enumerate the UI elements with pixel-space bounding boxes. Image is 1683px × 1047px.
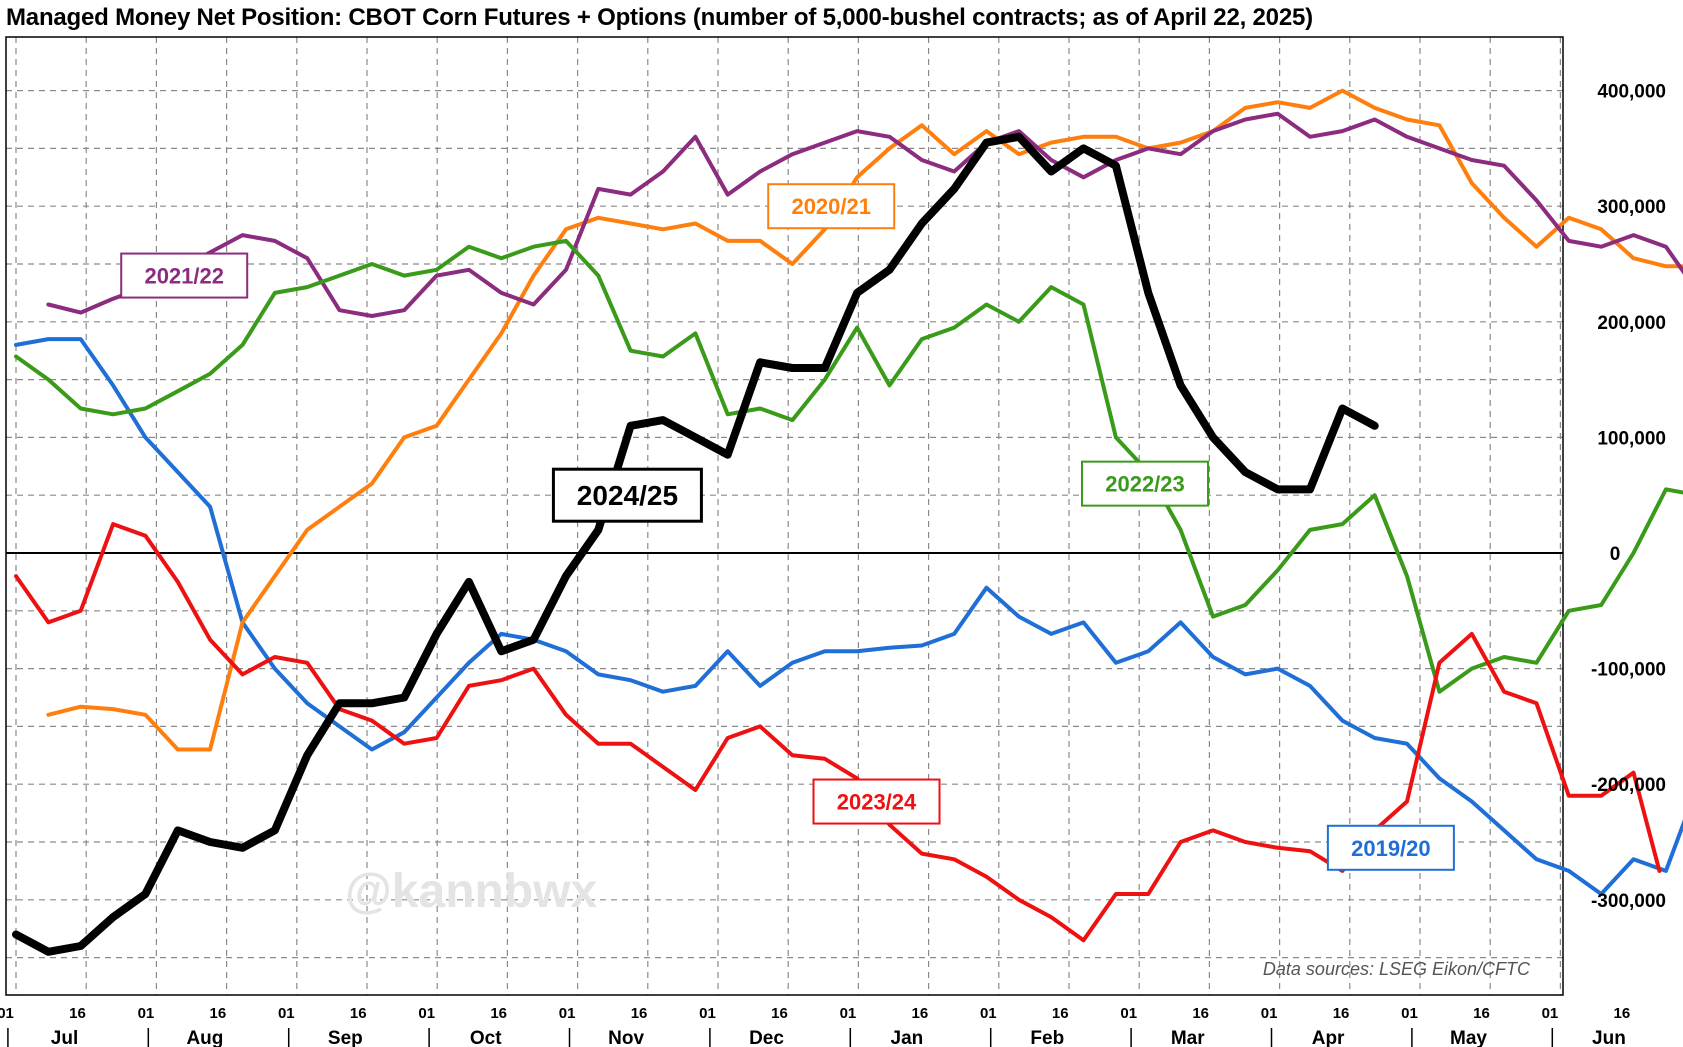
series-line-2020-21 (46, 88, 1683, 752)
source-note: Data sources: LSEG Eikon/CFTC (1263, 959, 1531, 979)
x-month-label: Jan (891, 1028, 924, 1047)
label-box (551, 467, 703, 523)
x-day-label: 01 (559, 1005, 576, 1022)
x-day-label: 16 (1052, 1005, 1069, 1022)
y-tick-label: 300,000 (1597, 197, 1666, 218)
x-month-label: Oct (470, 1028, 502, 1047)
x-month-label: May (1450, 1028, 1487, 1047)
x-month-label: Feb (1030, 1028, 1064, 1047)
x-day-label: 01 (138, 1005, 155, 1022)
plot-border (5, 36, 1564, 996)
x-day-label: 16 (912, 1005, 929, 1022)
series-label-2019-20: 2019/20 (1326, 824, 1455, 871)
x-day-label: 16 (771, 1005, 788, 1022)
x-day-label: 16 (1614, 1005, 1631, 1022)
y-tick-label: -300,000 (1591, 891, 1666, 912)
series-label-2020-21: 2020/21 (767, 183, 896, 230)
x-month-label: Jul (51, 1028, 78, 1047)
x-month-label: Sep (328, 1028, 363, 1047)
y-tick-label: 100,000 (1597, 428, 1666, 449)
x-day-label: 16 (69, 1005, 86, 1022)
chart-title: Managed Money Net Position: CBOT Corn Fu… (6, 4, 1313, 31)
series-label-2022-23: 2022/23 (1081, 460, 1210, 507)
series-line-2024-25 (12, 132, 1379, 956)
x-month-label: Apr (1312, 1028, 1345, 1047)
series-labels: 2019/20 2020/21 2021/22 2022/23 2023/24 2024/… (120, 183, 1455, 871)
label-text: 2022/23 (1105, 472, 1185, 497)
label-box (812, 778, 941, 825)
series-label-2021-22: 2021/22 (120, 252, 249, 299)
x-month-label: Dec (749, 1028, 784, 1047)
x-day-label: 01 (0, 1005, 14, 1022)
series-line-2023-24 (14, 522, 1662, 943)
y-tick-label: -200,000 (1591, 775, 1666, 796)
label-text: 2024/25 (577, 480, 678, 511)
label-box (1081, 460, 1210, 507)
label-box (1326, 824, 1455, 871)
label-text: 2023/24 (837, 790, 917, 815)
x-day-label: 01 (418, 1005, 435, 1022)
label-text: 2019/20 (1351, 836, 1431, 861)
x-day-label: 16 (1333, 1005, 1350, 1022)
x-day-label: 16 (350, 1005, 367, 1022)
y-axis-ticks: 400,000 300,000 200,000 100,000 0 -100,000 -20… (1591, 82, 1666, 912)
x-day-label: 01 (980, 1005, 997, 1022)
y-tick-label: 0 (1610, 544, 1621, 565)
series-line-2022-23 (14, 238, 1683, 694)
x-day-label: 01 (1120, 1005, 1137, 1022)
y-tick-label: 400,000 (1597, 82, 1666, 103)
x-day-label: 01 (278, 1005, 295, 1022)
x-day-label: 16 (1473, 1005, 1490, 1022)
x-day-label: 16 (210, 1005, 227, 1022)
plot-frame (5, 36, 1564, 996)
x-month-label: Mar (1171, 1028, 1205, 1047)
x-day-label: 01 (840, 1005, 857, 1022)
x-axis-ticks: 01 16 Jul 01 16 Aug 01 16 Sep 01 16 Oct 01 16 Nov 01 16 D… (0, 1005, 1630, 1047)
y-tick-label: 200,000 (1597, 313, 1666, 334)
label-text: 2021/22 (144, 264, 224, 289)
x-month-label: Jun (1592, 1028, 1626, 1047)
x-day-label: 16 (631, 1005, 648, 1022)
x-day-label: 16 (490, 1005, 507, 1022)
x-month-label: Aug (186, 1028, 223, 1047)
label-box (767, 183, 896, 230)
x-day-label: 16 (1192, 1005, 1209, 1022)
series-label-2024-25: 2024/25 (551, 467, 703, 523)
series-lines (12, 88, 1683, 956)
y-tick-label: -100,000 (1591, 660, 1666, 681)
label-text: 2020/21 (791, 194, 871, 219)
x-day-label: 01 (699, 1005, 716, 1022)
watermark: @kannbwx (345, 865, 597, 918)
x-day-label: 01 (1401, 1005, 1418, 1022)
x-day-label: 01 (1542, 1005, 1559, 1022)
x-month-label: Nov (608, 1028, 644, 1047)
series-line-2021-22 (46, 111, 1683, 318)
label-box (120, 252, 249, 299)
x-day-label: 01 (1261, 1005, 1278, 1022)
series-label-2023-24: 2023/24 (812, 778, 941, 825)
